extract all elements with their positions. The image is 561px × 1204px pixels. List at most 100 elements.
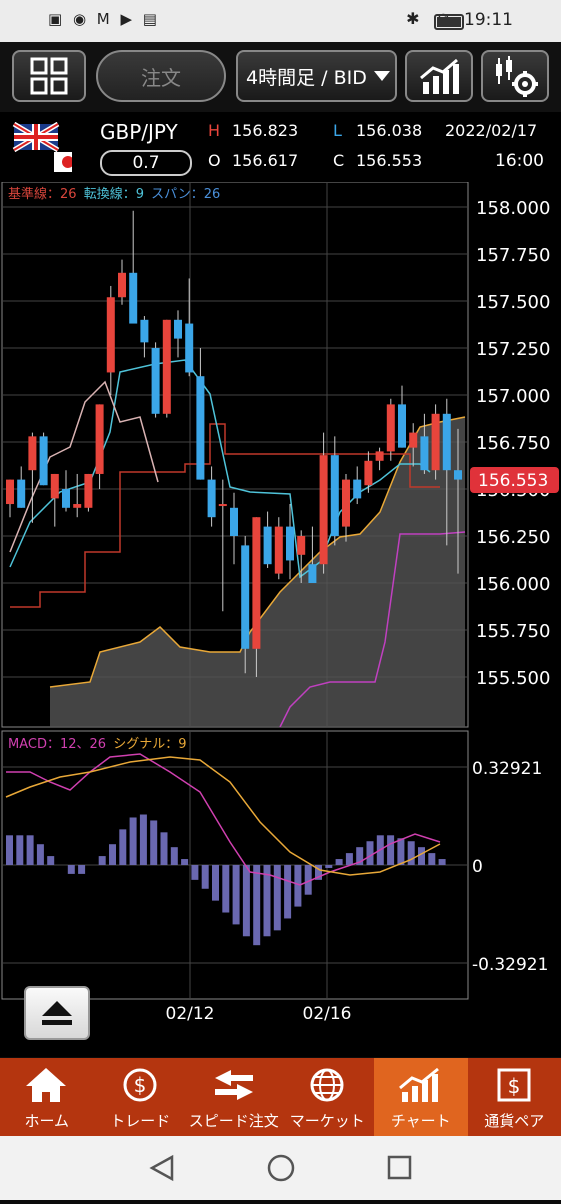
candle-up (84, 474, 92, 508)
bottom-tab-bar: ホーム $ トレード スピード注文 マーケット (0, 1058, 561, 1136)
eject-icon (40, 999, 74, 1027)
tab-currency-pair-label: 通貨ペア (468, 1110, 561, 1131)
macd-histogram-bar (68, 865, 75, 874)
chart-type-button[interactable] (405, 50, 473, 102)
candle-time: 16:00 (495, 151, 544, 171)
trade-yen-icon: $ (94, 1066, 187, 1104)
price-tick-label: 158.000 (476, 198, 550, 219)
macd-histogram-bar (27, 835, 34, 865)
macd-histogram-bar (274, 865, 281, 930)
spread-badge: 0.7 (100, 150, 192, 176)
home-nav-icon[interactable] (269, 1156, 293, 1180)
tab-market-label: マーケット (281, 1110, 375, 1131)
macd-legend-signal: シグナル：9 (113, 737, 186, 752)
candle-down (62, 489, 70, 508)
macd-histogram-bar (428, 853, 435, 865)
grid-icon (29, 56, 69, 96)
candle-down (353, 480, 361, 499)
menu-grid-button[interactable] (12, 50, 86, 102)
candle-up (387, 404, 395, 451)
recents-icon[interactable] (389, 1157, 410, 1178)
chart-icon (374, 1066, 467, 1104)
period-select[interactable]: 4時間足 / BID (236, 50, 397, 102)
high-value: 156.823 (232, 121, 298, 140)
tab-speed-order[interactable]: スピード注文 (187, 1058, 281, 1136)
candle-up (118, 273, 126, 297)
speed-order-arrows-icon (187, 1066, 280, 1104)
macd-histogram-bar (336, 859, 343, 865)
macd-histogram-bar (202, 865, 209, 889)
candle-up (73, 504, 81, 508)
macd-histogram-bar (418, 847, 425, 865)
candle-date: 2022/02/17 (445, 121, 537, 140)
candle-down (308, 564, 316, 583)
macd-histogram-bar (171, 847, 178, 865)
candle-up (364, 461, 372, 485)
macd-histogram-bar (78, 865, 85, 874)
price-tick-label: 157.500 (476, 292, 550, 313)
low-value: 156.038 (356, 121, 422, 140)
tab-market[interactable]: マーケット (281, 1058, 375, 1136)
kijun-legend: 基準線：26 (8, 186, 77, 202)
indicator-settings-button[interactable] (481, 50, 549, 102)
candle-up (107, 297, 115, 372)
macd-histogram-bar (284, 865, 291, 918)
macd-histogram-bar (109, 844, 116, 865)
svg-text:$: $ (507, 1074, 520, 1098)
svg-text:$: $ (133, 1073, 146, 1097)
ichimoku-legend: 基準線：26 転換線：9 スパン：26 (8, 186, 220, 202)
candle-up (320, 455, 328, 564)
candle-down (286, 527, 294, 561)
price-tick-label: 157.250 (476, 339, 550, 360)
macd-histogram-bar (243, 865, 250, 936)
home-icon (0, 1066, 93, 1104)
system-nav-icons (0, 1136, 561, 1200)
candle-up (409, 433, 417, 448)
currency-pair-icon: $ (468, 1066, 561, 1104)
candle-up (163, 320, 171, 414)
tab-home-label: ホーム (0, 1110, 94, 1131)
macd-histogram-bar (99, 856, 106, 865)
back-icon[interactable] (152, 1157, 172, 1179)
low-label: L (333, 121, 342, 140)
candle-down (152, 348, 160, 414)
tab-chart[interactable]: チャート (374, 1058, 468, 1136)
gbp-jpy-flags-icon (12, 122, 72, 180)
tab-currency-pair[interactable]: $ 通貨ペア (468, 1058, 561, 1136)
macd-histogram-bar (140, 815, 147, 865)
status-time: 19:11 (464, 10, 513, 30)
macd-legend: MACD：12、26 シグナル：9 (8, 737, 186, 752)
macd-histogram-bar (37, 844, 44, 865)
candle-down (40, 436, 48, 485)
macd-histogram-bar (222, 865, 229, 913)
candle-down (140, 320, 148, 343)
tab-chart-label: チャート (374, 1110, 468, 1131)
candle-up (342, 480, 350, 527)
collapse-panel-button[interactable] (24, 986, 90, 1040)
date-label: 02/12 (166, 1004, 215, 1024)
candle-down (420, 436, 428, 470)
notification-icons: ▣ ◉ M ▶ ▤ (48, 10, 160, 28)
tab-trade[interactable]: $ トレード (94, 1058, 188, 1136)
macd-tick-label: 0 (472, 857, 483, 877)
date-label: 02/16 (303, 1004, 352, 1024)
candle-down (230, 508, 238, 536)
macd-histogram-bar (387, 835, 394, 865)
open-label: O (208, 151, 221, 170)
macd-histogram-bar (150, 820, 157, 865)
order-button[interactable]: 注文 (96, 50, 226, 102)
macd-histogram-bar (47, 856, 54, 865)
candlestick-chart[interactable]: 158.000157.750157.500157.250157.000156.7… (0, 182, 561, 1057)
candle-down (264, 527, 272, 565)
macd-histogram-bar (161, 832, 168, 865)
candle-down (398, 404, 406, 447)
signal-line (6, 757, 440, 875)
candle-down (174, 320, 182, 339)
period-label: 4時間足 / BID (246, 63, 367, 90)
tab-speed-order-label: スピード注文 (187, 1110, 281, 1131)
price-tick-label: 157.750 (476, 245, 550, 266)
candle-up (252, 517, 260, 649)
tab-home[interactable]: ホーム (0, 1058, 94, 1136)
macd-histogram-bar (130, 817, 137, 865)
